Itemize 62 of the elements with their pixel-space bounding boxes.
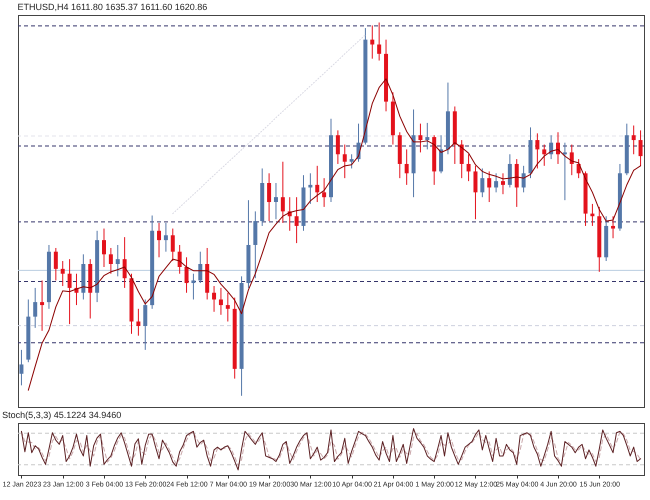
- candlestick: [508, 154, 512, 188]
- candlestick: [342, 144, 347, 179]
- candlestick: [218, 287, 223, 316]
- candlestick: [191, 273, 196, 300]
- candlestick: [473, 165, 478, 220]
- candlestick: [404, 148, 409, 186]
- candlestick: [108, 247, 113, 274]
- candlestick: [500, 172, 505, 195]
- candlestick: [253, 210, 258, 279]
- candlestick: [466, 154, 471, 182]
- candlestick: [418, 123, 422, 153]
- candlestick: [212, 286, 216, 312]
- candlestick: [439, 134, 444, 174]
- candlestick: [68, 258, 72, 325]
- candlestick: [33, 287, 38, 328]
- candlestick: [514, 158, 519, 208]
- candlestick: [198, 251, 202, 284]
- candlestick: [122, 236, 127, 288]
- candlestick: [178, 244, 182, 274]
- candlestick: [556, 132, 560, 164]
- candlestick: [494, 172, 498, 193]
- candlestick: [350, 154, 354, 169]
- candlestick: [562, 142, 567, 201]
- candlestick: [274, 182, 278, 220]
- candlestick: [377, 22, 382, 62]
- chart-title: ETHUSD,H4 1611.80 1635.37 1611.60 1620.86: [18, 2, 208, 12]
- candlestick: [40, 280, 44, 332]
- candlestick: [184, 256, 189, 294]
- candlestick: [54, 247, 58, 281]
- candlestick: [322, 178, 326, 208]
- candlestick: [336, 130, 340, 164]
- candlestick: [157, 222, 162, 258]
- candlestick: [542, 144, 546, 166]
- candlestick: [522, 165, 526, 193]
- candlestick: [590, 203, 594, 226]
- candlestick: [267, 172, 272, 222]
- candlestick: [570, 144, 574, 176]
- candlestick: [632, 125, 636, 155]
- candlestick: [19, 349, 24, 386]
- candlestick: [143, 298, 148, 350]
- chart-title: Stoch(5,3,3) 45.1224 34.9460: [2, 410, 122, 420]
- candlestick: [460, 140, 464, 179]
- candlestick: [102, 228, 106, 268]
- candlestick: [294, 196, 299, 244]
- candlestick: [611, 216, 616, 239]
- candlestick: [280, 161, 285, 224]
- candlestick: [370, 24, 374, 60]
- candlestick: [164, 222, 168, 252]
- candlestick: [116, 244, 120, 277]
- candlestick: [315, 165, 320, 203]
- candlestick: [136, 308, 140, 336]
- candlestick: [170, 228, 175, 262]
- candlestick: [308, 172, 312, 204]
- candlestick: [60, 260, 65, 287]
- candlestick: [226, 292, 230, 322]
- candlestick: [576, 158, 581, 179]
- candlestick: [638, 130, 643, 166]
- candlestick: [549, 134, 554, 160]
- candlestick: [425, 122, 430, 150]
- candlestick: [535, 132, 540, 169]
- candlestick: [487, 170, 492, 203]
- candlestick: [480, 168, 484, 198]
